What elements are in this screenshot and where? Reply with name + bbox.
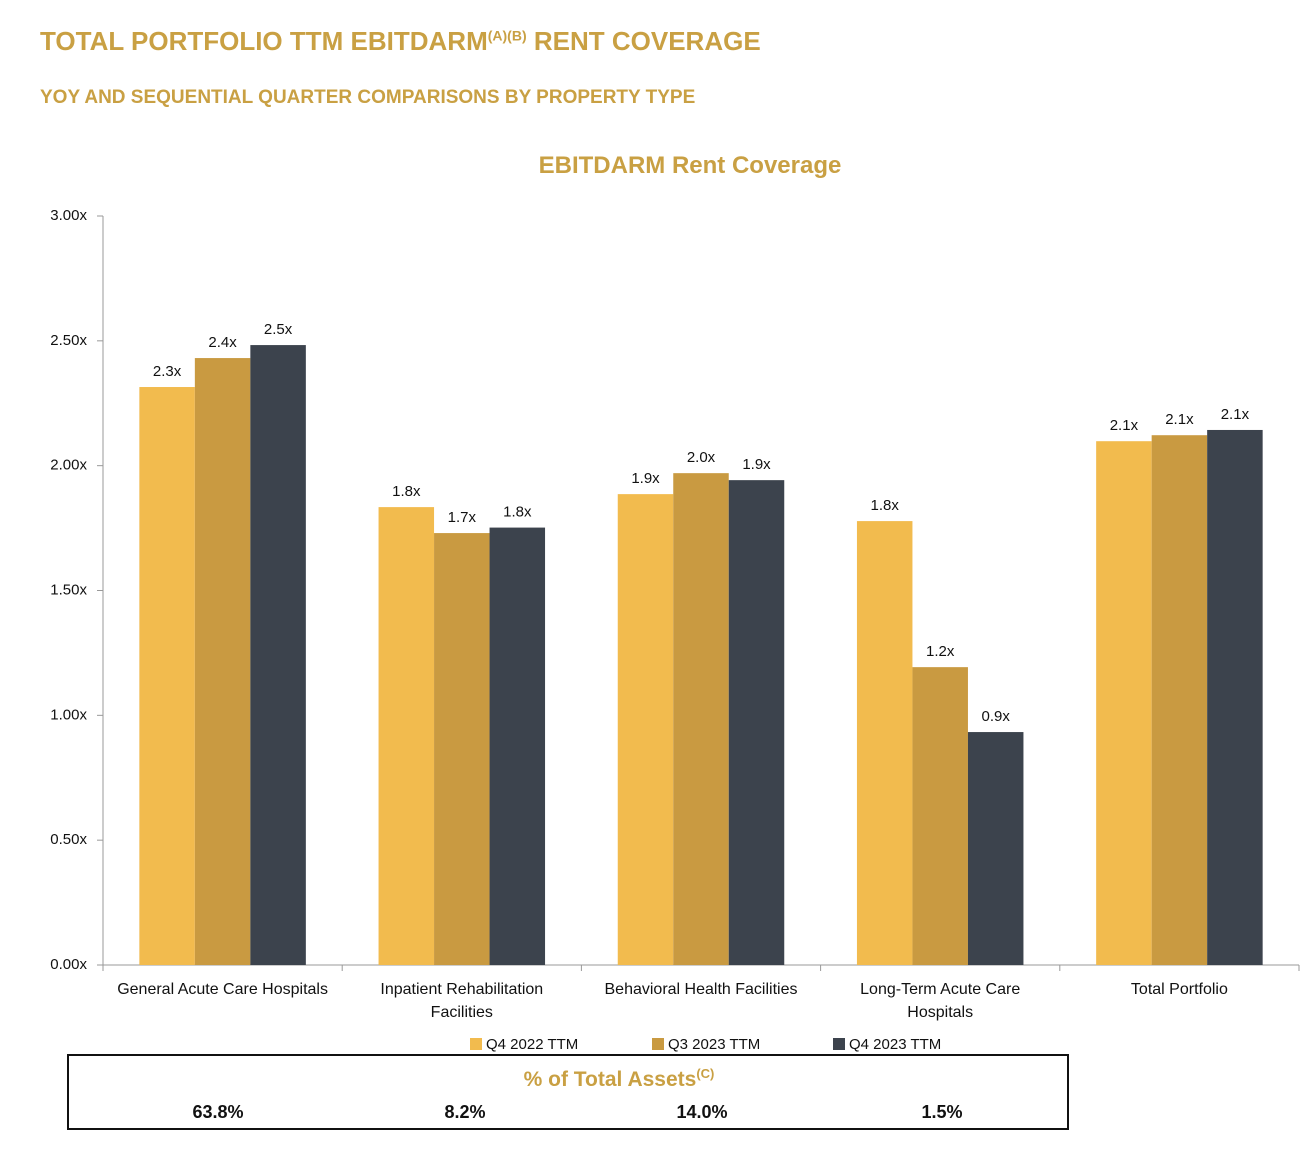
assets-value: 63.8% xyxy=(192,1102,244,1122)
y-tick-label: 0.00x xyxy=(50,956,87,973)
data-label: 1.9x xyxy=(631,470,660,487)
assets-title-text: % of Total Assets xyxy=(523,1068,697,1091)
data-label: 2.5x xyxy=(264,321,293,338)
bar xyxy=(434,533,490,965)
legend-label: Q4 2022 TTM xyxy=(486,1036,579,1053)
bar xyxy=(1096,441,1152,965)
data-label: 1.8x xyxy=(871,497,900,514)
bar xyxy=(673,473,729,965)
title-text: TOTAL PORTFOLIO TTM EBITDARM xyxy=(40,26,488,56)
data-label: 1.9x xyxy=(742,456,771,473)
bar xyxy=(378,507,435,965)
bar xyxy=(194,358,251,966)
assets-value: 14.0% xyxy=(676,1102,728,1122)
assets-value: 8.2% xyxy=(444,1102,486,1122)
bar xyxy=(856,521,913,965)
assets-title-superscript: (C) xyxy=(696,1066,715,1081)
legend-label: Q4 2023 TTM xyxy=(849,1036,942,1053)
y-tick-label: 2.00x xyxy=(50,457,87,474)
subtitle: YOY AND SEQUENTIAL QUARTER COMPARISONS B… xyxy=(40,87,696,108)
legend-item: Q4 2023 TTM xyxy=(833,1036,941,1053)
title-superscript: (A)(B) xyxy=(487,27,527,44)
legend-swatch xyxy=(652,1038,664,1050)
data-label: 1.8x xyxy=(503,504,532,521)
bar xyxy=(617,494,674,965)
bar xyxy=(489,527,546,965)
legend-swatch xyxy=(833,1038,845,1050)
y-tick-label: 1.50x xyxy=(50,581,87,598)
data-label: 2.4x xyxy=(208,334,237,351)
assets-title: % of Total Assets(C) xyxy=(69,1066,1169,1092)
bar xyxy=(250,345,306,966)
bar xyxy=(967,732,1024,965)
assets-table: % of Total Assets(C) 63.8% 8.2% 14.0% 1.5% xyxy=(67,1054,1069,1130)
data-label: 2.0x xyxy=(687,449,716,466)
bar xyxy=(1151,435,1208,965)
y-tick-label: 3.00x xyxy=(50,207,87,224)
data-label: 2.1x xyxy=(1110,417,1139,434)
y-tick-label: 1.00x xyxy=(50,706,87,723)
y-tick-label: 0.50x xyxy=(50,831,87,848)
y-tick-label: 2.50x xyxy=(50,332,87,349)
data-label: 1.8x xyxy=(392,483,421,500)
x-tick-label: Long-Term Acute Care Hospitals xyxy=(860,981,1021,1021)
chart-title: EBITDARM Rent Coverage xyxy=(538,152,842,179)
data-label: 2.1x xyxy=(1165,411,1194,428)
bar xyxy=(1207,429,1263,965)
x-tick-label: Behavioral Health Facilities xyxy=(604,981,798,998)
legend-item: Q3 2023 TTM xyxy=(652,1036,760,1053)
title: TOTAL PORTFOLIO TTM EBITDARM(A)(B) RENT … xyxy=(40,26,761,57)
x-tick-label: Total Portfolio xyxy=(1130,981,1228,998)
bar xyxy=(139,387,195,965)
data-label: 2.3x xyxy=(153,363,182,380)
bar xyxy=(912,667,968,965)
legend-item: Q4 2022 TTM xyxy=(470,1036,578,1053)
data-label: 1.7x xyxy=(448,509,477,526)
legend-label: Q3 2023 TTM xyxy=(668,1036,761,1053)
bar xyxy=(728,480,785,965)
assets-value: 1.5% xyxy=(921,1102,963,1122)
x-tick-label: Inpatient Rehabilitation Facilities xyxy=(380,981,544,1021)
x-tick-label: General Acute Care Hospitals xyxy=(117,981,328,998)
data-label: 0.9x xyxy=(982,708,1011,725)
legend-swatch xyxy=(470,1038,482,1050)
title-suffix: RENT COVERAGE xyxy=(533,26,761,56)
data-label: 1.2x xyxy=(926,643,955,660)
data-label: 2.1x xyxy=(1221,406,1250,423)
